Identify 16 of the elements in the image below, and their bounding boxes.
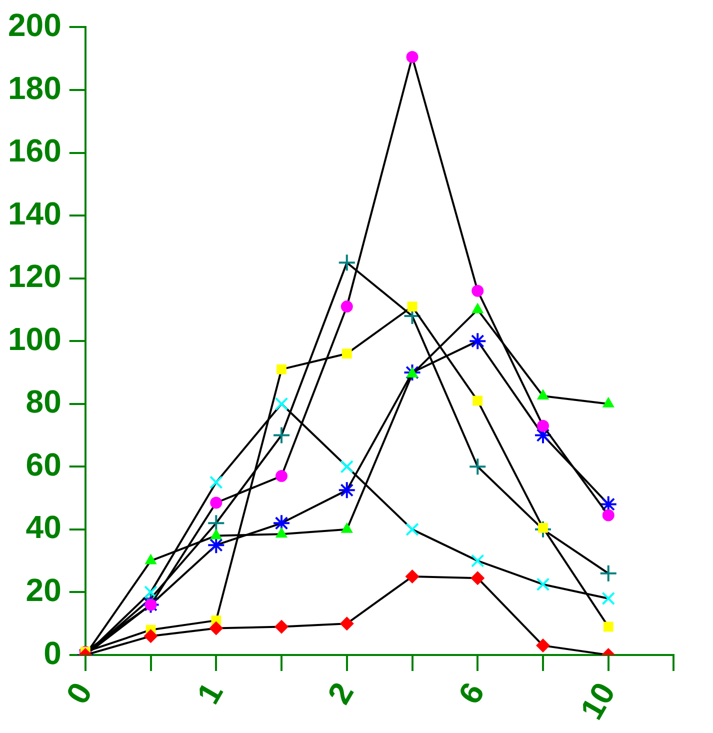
x-tick-label: 6 [451, 676, 492, 710]
y-tick-label: 80 [26, 384, 62, 420]
y-tick-label: 200 [8, 7, 62, 44]
x-tick-label: 0 [59, 676, 100, 710]
y-tick-label: 60 [26, 446, 62, 482]
y-tick-label: 40 [26, 509, 62, 546]
y-tick-label: 120 [8, 258, 62, 294]
y-tick-label: 20 [26, 572, 62, 608]
x-tick-label: 10 [573, 676, 622, 726]
y-tick-label: 0 [44, 634, 62, 671]
y-tick-label: 180 [8, 70, 62, 106]
y-tick-label: 140 [8, 195, 62, 232]
y-tick-label: 100 [8, 320, 62, 357]
x-tick-label: 1 [190, 676, 230, 710]
y-tick-label: 160 [8, 132, 62, 169]
x-tick-label: 2 [320, 676, 361, 710]
